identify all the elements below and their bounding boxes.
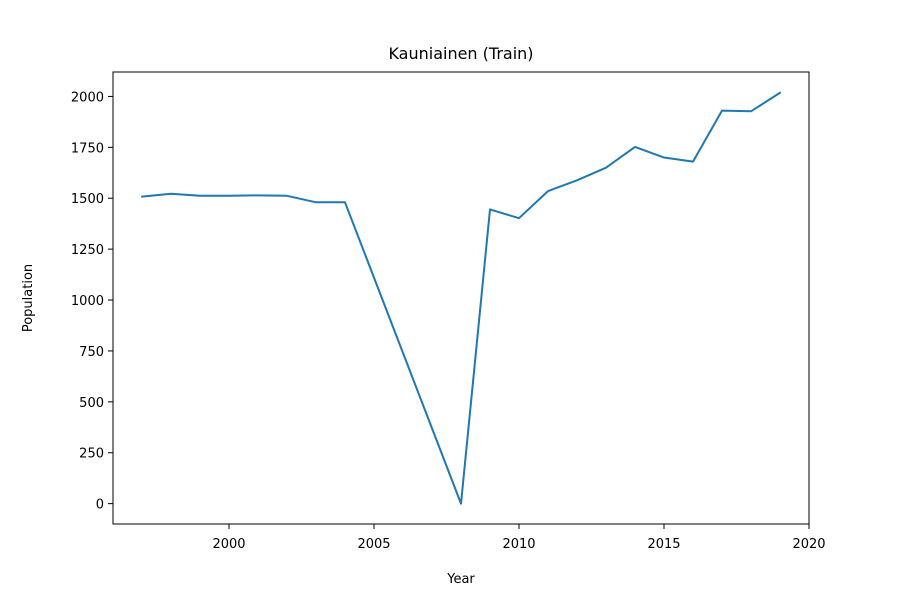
- y-tick-label: 0: [96, 498, 104, 513]
- x-tick-label: 2020: [792, 537, 825, 552]
- x-axis-ticks: 2000 2005 2010 2015 2020: [212, 524, 826, 552]
- y-tick-label: 2000: [71, 90, 104, 105]
- y-tick-label: 1500: [71, 192, 104, 207]
- x-tick-label: 2010: [502, 537, 535, 552]
- x-tick-label: 2005: [357, 537, 390, 552]
- y-tick-label: 1250: [71, 243, 104, 258]
- x-tick-label: 2015: [647, 537, 680, 552]
- plot-frame: [112, 71, 810, 525]
- y-tick-label: 1750: [71, 141, 104, 156]
- x-tick-label: 2000: [212, 537, 245, 552]
- y-axis-label: Population: [21, 264, 36, 332]
- y-tick-label: 1000: [71, 294, 104, 309]
- series-line-population: [141, 91, 781, 505]
- x-axis-label: Year: [446, 572, 475, 587]
- y-tick-label: 500: [79, 396, 104, 411]
- chart-title: Kauniainen (Train): [388, 44, 533, 63]
- y-axis-ticks: 0 250 500 750 1000 1250 1500 1750 2000: [71, 90, 113, 513]
- y-tick-label: 750: [79, 345, 104, 360]
- y-tick-label: 250: [79, 447, 104, 462]
